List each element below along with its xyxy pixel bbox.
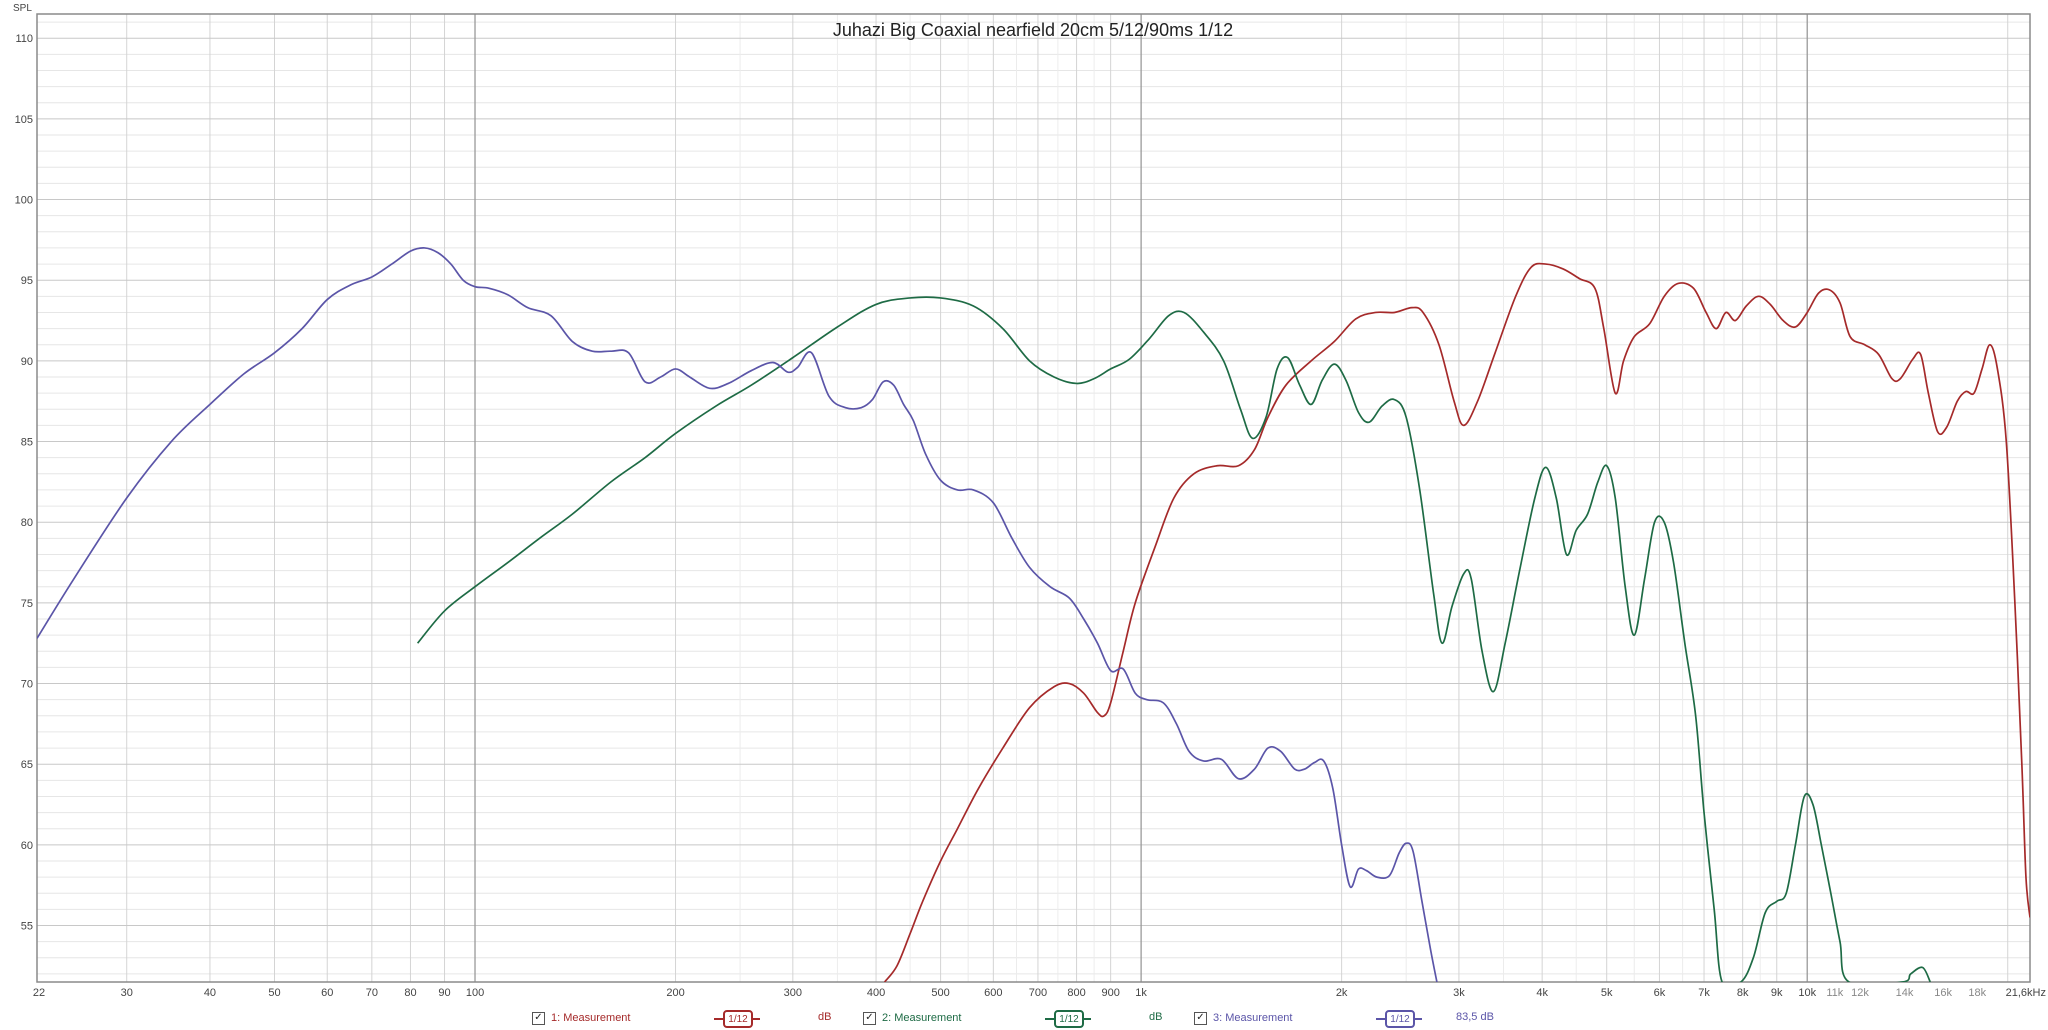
checkbox-icon[interactable]: ✓: [863, 1011, 876, 1025]
y-tick-label: 100: [15, 195, 33, 207]
x-tick-label: 100: [466, 987, 484, 999]
x-tick-label: 400: [867, 987, 885, 999]
x-tick-label: 900: [1101, 987, 1119, 999]
x-tick-label: 700: [1029, 987, 1047, 999]
smoothing-label: 1/12: [1054, 1010, 1084, 1028]
x-tick-label: 30: [121, 987, 133, 999]
frequency-response-chart: 55 60 65 70 75 80 85 90 95 100 105 110 22 30 40 50 60 70…: [13, 3, 2046, 999]
x-tick-label: 800: [1067, 987, 1085, 999]
x-tick-label: 12k: [1851, 987, 1869, 999]
x-tick-label: 10k: [1798, 987, 1816, 999]
legend-unit: 83,5 dB: [1456, 1011, 1494, 1023]
x-tick-label: 40: [204, 987, 216, 999]
y-tick-label: 105: [15, 114, 33, 126]
x-tick-label: 60: [321, 987, 333, 999]
x-tick-label: 300: [784, 987, 802, 999]
legend-unit: dB: [1149, 1011, 1163, 1023]
smoothing-label: 1/12: [1385, 1010, 1415, 1028]
y-tick-label: 90: [21, 356, 33, 368]
x-tick-label: 18k: [1968, 987, 1986, 999]
smoothing-label: 1/12: [723, 1010, 753, 1028]
legend-unit: dB: [818, 1011, 832, 1023]
series-line-1: [883, 262, 2030, 982]
series-line-2: [416, 296, 1932, 982]
series-line-3: [37, 247, 1438, 982]
x-tick-label: 70: [366, 987, 378, 999]
x-tick-label: 1k: [1135, 987, 1147, 999]
x-tick-label: 22: [33, 987, 45, 999]
legend-label: 1: Measurement: [551, 1012, 631, 1024]
y-tick-label: 110: [15, 33, 33, 45]
chart-title: Juhazi Big Coaxial nearfield 20cm 5/12/9…: [833, 20, 1233, 40]
x-tick-label: 500: [931, 987, 949, 999]
y-tick-label: 55: [21, 921, 33, 933]
legend-entry-3[interactable]: ✓ 3: Measurement: [1194, 1008, 1292, 1028]
x-tick-label: 4k: [1536, 987, 1548, 999]
x-tick-label: 8k: [1737, 987, 1749, 999]
x-tick-label: 16k: [1934, 987, 1952, 999]
x-tick-label: 11k: [1826, 987, 1843, 999]
checkbox-icon[interactable]: ✓: [532, 1011, 545, 1025]
x-tick-label: 2k: [1336, 987, 1348, 999]
x-tick-label: 7k: [1698, 987, 1710, 999]
x-tick-label: 90: [438, 987, 450, 999]
checkbox-icon[interactable]: ✓: [1194, 1011, 1207, 1025]
legend-entry-2[interactable]: ✓ 2: Measurement: [863, 1008, 961, 1028]
y-tick-label: 95: [21, 275, 33, 287]
x-tick-label: 200: [666, 987, 684, 999]
x-tick-label: 50: [268, 987, 280, 999]
x-tick-label: 6k: [1654, 987, 1666, 999]
x-tick-label: 600: [984, 987, 1002, 999]
y-axis-label: SPL: [13, 3, 32, 14]
y-tick-label: 80: [21, 517, 33, 529]
y-tick-label: 65: [21, 759, 33, 771]
y-tick-label: 75: [21, 598, 33, 610]
smoothing-indicator-2[interactable]: 1/12: [1045, 1010, 1091, 1028]
legend-entry-1[interactable]: ✓ 1: Measurement: [532, 1008, 630, 1028]
legend: ✓ 1: Measurement 1/12 dB ✓ 2: Measuremen…: [0, 1006, 2048, 1030]
smoothing-indicator-1[interactable]: 1/12: [714, 1010, 760, 1028]
x-tick-label: 5k: [1601, 987, 1613, 999]
legend-label: 3: Measurement: [1213, 1012, 1293, 1024]
y-tick-label: 85: [21, 437, 33, 449]
y-tick-label: 70: [21, 679, 33, 691]
plot-frame: [36, 13, 2031, 983]
y-tick-label: 60: [21, 840, 33, 852]
x-tick-label: 21,6kHz: [2006, 987, 2046, 999]
smoothing-indicator-3[interactable]: 1/12: [1376, 1010, 1422, 1028]
legend-label: 2: Measurement: [882, 1012, 962, 1024]
x-tick-label: 3k: [1453, 987, 1465, 999]
x-tick-label: 80: [404, 987, 416, 999]
x-tick-label: 9k: [1771, 987, 1783, 999]
x-tick-label: 14k: [1896, 987, 1914, 999]
